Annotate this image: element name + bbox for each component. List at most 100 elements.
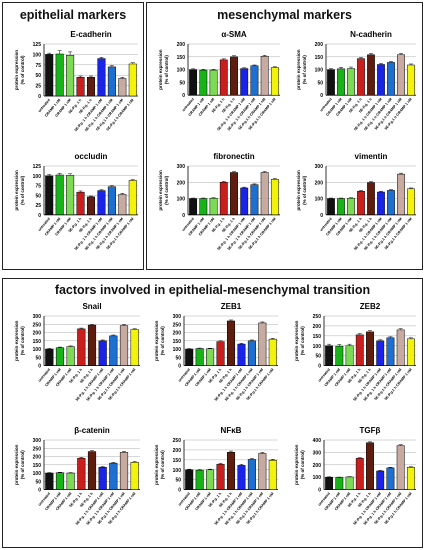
bar bbox=[195, 469, 204, 490]
bar bbox=[199, 69, 208, 96]
bar bbox=[347, 68, 355, 96]
bar bbox=[396, 329, 405, 366]
y-tick-label: 100 bbox=[33, 52, 42, 58]
chart-occludin: occludin protein expression(% of control)… bbox=[14, 152, 138, 251]
panel-title-mesenchymal: mesenchymal markers bbox=[217, 8, 352, 22]
bar bbox=[98, 340, 107, 366]
bar bbox=[66, 175, 75, 216]
bar bbox=[86, 196, 96, 216]
y-tick-label: 200 bbox=[313, 463, 322, 469]
y-tick-label: 0 bbox=[320, 93, 323, 99]
bar bbox=[335, 345, 344, 366]
bar bbox=[406, 338, 415, 366]
bar bbox=[87, 324, 97, 366]
chart-title: α-SMA bbox=[221, 30, 247, 39]
bar bbox=[355, 334, 364, 366]
y-tick-label: 0 bbox=[182, 213, 185, 219]
y-tick-label: 150 bbox=[33, 463, 42, 469]
y-tick-label: 50 bbox=[35, 73, 41, 79]
bar bbox=[199, 198, 208, 216]
y-axis-label: protein expression(% of control) bbox=[14, 320, 25, 361]
bar bbox=[87, 451, 97, 490]
y-axis-label: protein expression(% of control) bbox=[14, 170, 25, 211]
bar bbox=[209, 197, 218, 216]
y-axis-label: protein expression(% of control) bbox=[14, 444, 25, 485]
y-tick-label: 100 bbox=[33, 347, 42, 353]
bar bbox=[185, 348, 194, 366]
bar bbox=[367, 182, 375, 216]
panel-title-emt: factors involved in epithelial-mesenchym… bbox=[54, 283, 371, 297]
bar bbox=[55, 174, 64, 216]
y-axis-label: protein expression(% of control) bbox=[296, 170, 307, 211]
bar bbox=[325, 476, 334, 490]
bar bbox=[206, 469, 215, 490]
y-tick-label: 300 bbox=[173, 314, 182, 320]
bar bbox=[45, 348, 54, 366]
bar bbox=[247, 340, 256, 366]
bar bbox=[55, 347, 65, 366]
chart-alpha-sma: α-SMA protein expression(% of control) 0 50… bbox=[158, 30, 280, 131]
chart-title: N-cadherin bbox=[350, 30, 392, 39]
bar bbox=[387, 190, 395, 216]
y-tick-label: 250 bbox=[173, 322, 182, 328]
bar bbox=[128, 180, 137, 216]
bar bbox=[345, 476, 354, 490]
y-tick-label: 75 bbox=[35, 184, 41, 190]
bar bbox=[357, 58, 365, 96]
bar bbox=[206, 348, 215, 366]
bar bbox=[396, 445, 405, 490]
chart-fibronectin: fibronectin protein expression(% of contr… bbox=[158, 152, 280, 251]
y-tick-label: 100 bbox=[313, 475, 322, 481]
y-tick-label: 0 bbox=[318, 488, 321, 494]
y-tick-label: 50 bbox=[317, 80, 323, 86]
y-tick-label: 250 bbox=[33, 322, 42, 328]
chart-title: fibronectin bbox=[213, 152, 254, 161]
bar bbox=[97, 58, 106, 97]
y-tick-label: 300 bbox=[313, 450, 322, 456]
bar bbox=[66, 54, 75, 97]
bar bbox=[237, 343, 246, 366]
bar bbox=[216, 463, 225, 490]
bar bbox=[86, 77, 96, 97]
bar bbox=[119, 452, 129, 490]
y-tick-label: 250 bbox=[173, 438, 182, 444]
bar bbox=[128, 63, 137, 97]
panel-title-epithelial: epithelial markers bbox=[19, 8, 127, 22]
bar bbox=[250, 65, 259, 96]
bar bbox=[327, 69, 335, 96]
bar bbox=[76, 77, 85, 97]
y-tick-label: 150 bbox=[173, 458, 182, 464]
bar bbox=[397, 173, 405, 216]
bar bbox=[45, 472, 54, 490]
bar bbox=[226, 452, 236, 490]
chart-vimentin: vimentin protein expression(% of control)… bbox=[296, 152, 416, 251]
y-axis-label: protein expression(% of control) bbox=[154, 320, 165, 361]
y-tick-label: 200 bbox=[315, 42, 324, 48]
y-tick-label: 200 bbox=[313, 324, 322, 330]
bar bbox=[260, 172, 269, 216]
bar bbox=[325, 345, 334, 366]
y-tick-label: 150 bbox=[173, 339, 182, 345]
y-tick-label: 25 bbox=[35, 203, 41, 209]
y-tick-label: 50 bbox=[35, 355, 41, 361]
y-tick-label: 0 bbox=[182, 93, 185, 99]
bar bbox=[377, 64, 385, 96]
chart-title: occludin bbox=[75, 152, 108, 161]
bar bbox=[216, 341, 225, 366]
y-tick-label: 300 bbox=[315, 164, 324, 170]
bar bbox=[406, 467, 415, 490]
bar bbox=[98, 467, 107, 490]
bar bbox=[45, 175, 54, 216]
bar bbox=[386, 467, 395, 490]
bar bbox=[119, 325, 129, 366]
bar bbox=[387, 62, 395, 96]
bar bbox=[230, 172, 238, 216]
y-tick-label: 150 bbox=[313, 334, 322, 340]
bar bbox=[109, 462, 118, 490]
bar bbox=[270, 67, 279, 96]
y-tick-label: 100 bbox=[177, 197, 186, 203]
bar bbox=[195, 348, 204, 366]
y-tick-label: 25 bbox=[35, 84, 41, 90]
bar bbox=[260, 56, 269, 96]
chart-title: E-cadherin bbox=[70, 30, 111, 39]
